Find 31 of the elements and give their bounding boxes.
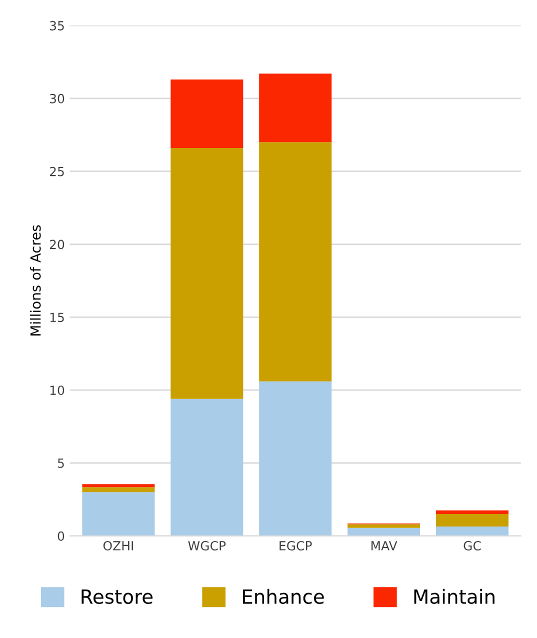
bar	[170, 398, 244, 536]
bar	[82, 484, 155, 488]
legend-label: Maintain	[414, 588, 494, 604]
y-tick-label: 20	[50, 240, 64, 250]
y-tick-label: 10	[50, 386, 64, 396]
bar	[259, 381, 332, 536]
x-tick-label: MAV	[371, 541, 398, 550]
bar	[436, 514, 509, 526]
y-axis-title: Millions of Acres	[30, 225, 41, 336]
legend-label: Enhance	[242, 588, 324, 604]
x-tick-label: GC	[464, 541, 481, 550]
y-tick-label: 25	[50, 166, 64, 176]
y-tick-label: 30	[50, 94, 64, 104]
bar	[348, 528, 420, 536]
bar	[170, 79, 244, 148]
bar	[259, 142, 332, 382]
legend-label: Restore	[82, 590, 153, 604]
y-tick-label: 15	[50, 312, 64, 322]
bar	[82, 487, 155, 492]
y-tick-label: 35	[50, 20, 64, 30]
bar	[436, 510, 509, 514]
y-tick-label: 5	[58, 458, 64, 468]
bar	[259, 74, 332, 142]
x-tick-label: OZHI	[103, 541, 133, 550]
bar	[436, 526, 509, 536]
x-tick-label: WGCP	[188, 541, 226, 550]
bar	[170, 148, 244, 399]
x-tick-label: EGCP	[280, 541, 312, 550]
bar	[348, 524, 420, 528]
y-tick-label: 0	[58, 531, 64, 541]
bar	[82, 492, 155, 536]
